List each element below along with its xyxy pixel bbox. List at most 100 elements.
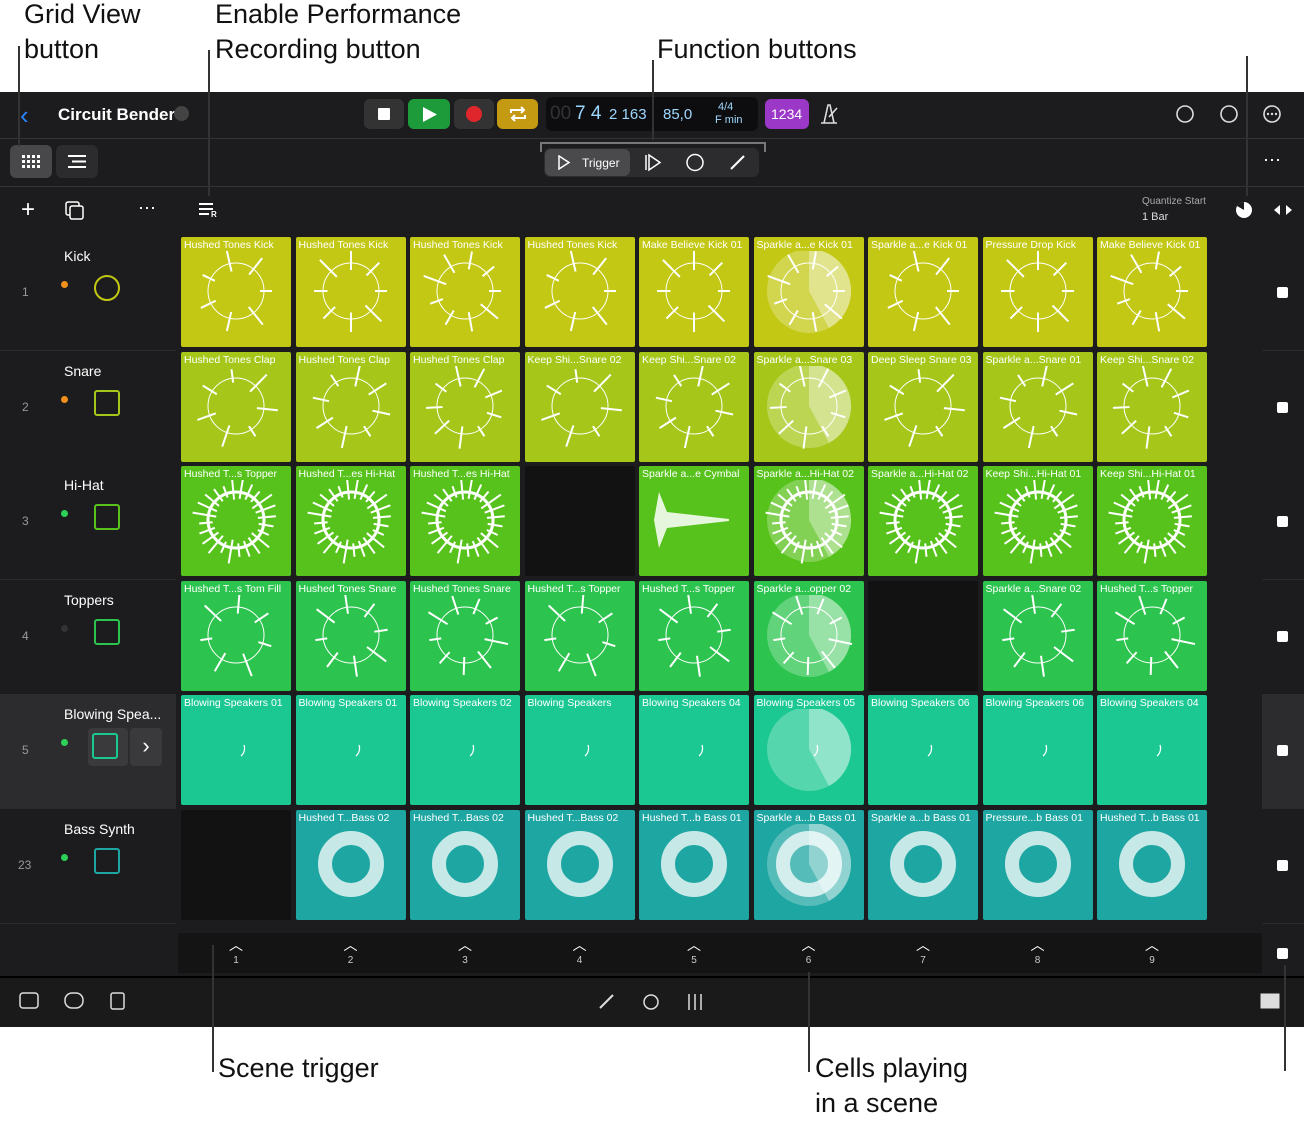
cell[interactable]: Hushed T...b Bass 01 [639, 809, 749, 920]
cell[interactable]: Sparkle a...e Cymbal [639, 466, 749, 576]
cell[interactable]: Blowing Speakers 04 [1097, 695, 1207, 805]
cell[interactable]: Hushed T...Bass 02 [410, 809, 520, 920]
help[interactable] [1220, 105, 1238, 123]
scene-trigger[interactable]: ︿ 7 [903, 935, 943, 971]
more[interactable] [1263, 105, 1281, 123]
instrument-icon[interactable] [90, 843, 124, 877]
cycle-button[interactable] [497, 99, 538, 129]
cell[interactable]: Sparkle a...opper 02 [753, 580, 864, 691]
cell[interactable]: Pressure Drop Kick [982, 237, 1093, 347]
cell[interactable]: Blowing Speakers 02 [410, 695, 520, 805]
cell[interactable]: Hushed Tones Clap [181, 351, 291, 462]
record-button[interactable] [454, 99, 494, 129]
cell[interactable]: Blowing Speakers 05 [753, 695, 864, 805]
cell[interactable]: Hushed Tones Kick [410, 237, 520, 347]
instrument-icon[interactable] [88, 728, 128, 766]
cell[interactable]: Keep Shi...Snare 02 [524, 351, 635, 462]
instrument-icon[interactable] [90, 499, 124, 533]
scene-trigger[interactable]: ︿ 4 [560, 935, 600, 971]
cell[interactable]: Sparkle a...e Kick 01 [753, 237, 864, 347]
mixer-button[interactable] [688, 994, 702, 1010]
cell[interactable]: Pressure...b Bass 01 [982, 809, 1093, 920]
project-menu[interactable] [174, 106, 189, 121]
track-stop-button[interactable] [1277, 516, 1288, 527]
empty-cell[interactable] [868, 580, 978, 691]
scene-trigger[interactable]: ︿ 1 [216, 935, 256, 971]
cell[interactable]: Keep Shi...Hi-Hat 01 [982, 466, 1093, 576]
track-stop-button[interactable] [1277, 287, 1288, 298]
cell[interactable]: Blowing Speakers [524, 695, 635, 805]
cell[interactable]: Hushed Tones Kick [295, 237, 406, 347]
cell[interactable]: Make Believe Kick 01 [639, 237, 749, 347]
cell[interactable]: Blowing Speakers 04 [639, 695, 749, 805]
cell[interactable]: Hushed T...Bass 02 [524, 809, 635, 920]
empty-cell[interactable] [524, 466, 635, 576]
cell[interactable]: Sparkle a...Snare 02 [982, 580, 1093, 691]
cell[interactable]: Sparkle a...Snare 01 [982, 351, 1093, 462]
cell[interactable]: Hushed T...b Bass 01 [1097, 809, 1207, 920]
cell[interactable]: Hushed T...s Topper [524, 580, 635, 691]
inspector-button[interactable] [110, 992, 125, 1010]
cell[interactable]: Blowing Speakers 06 [868, 695, 978, 805]
grid-stop-button[interactable] [1277, 948, 1288, 959]
track-header[interactable] [0, 579, 176, 695]
play-from-button[interactable] [645, 153, 662, 172]
cell[interactable]: Sparkle a...Hi-Hat 02 [753, 466, 864, 576]
cell[interactable]: Sparkle a...b Bass 01 [868, 809, 978, 920]
cell[interactable]: Blowing Speakers 06 [982, 695, 1093, 805]
empty-cell[interactable] [181, 809, 291, 920]
cell[interactable]: Keep Shi...Snare 02 [1097, 351, 1207, 462]
keyboard-button[interactable] [1260, 993, 1280, 1009]
record-function-button[interactable] [686, 153, 704, 172]
cell[interactable]: Hushed Tones Kick [524, 237, 635, 347]
instrument-icon[interactable] [90, 385, 124, 419]
track-header[interactable] [0, 465, 176, 580]
undo[interactable] [1176, 105, 1194, 123]
track-stop-button[interactable] [1277, 630, 1288, 642]
scene-trigger[interactable]: ︿ 2 [331, 935, 371, 971]
expand-button[interactable]: › [130, 728, 162, 766]
cell[interactable]: Sparkle a...Hi-Hat 02 [868, 466, 978, 576]
cell[interactable]: Hushed Tones Kick [181, 237, 291, 347]
scene-trigger[interactable]: ︿ 9 [1132, 935, 1172, 971]
scene-trigger[interactable]: ︿ 3 [445, 935, 485, 971]
cell[interactable]: Hushed T...s Topper [639, 580, 749, 691]
cell[interactable]: Hushed T...s Topper [1097, 580, 1207, 691]
play-button[interactable] [408, 99, 450, 129]
back-button[interactable]: ‹ [20, 100, 29, 130]
scene-trigger[interactable]: ︿ 5 [674, 935, 714, 971]
cell[interactable]: Hushed Tones Snare [295, 580, 406, 691]
cell[interactable]: Sparkle a...b Bass 01 [753, 809, 864, 920]
plugins-button[interactable] [643, 994, 659, 1010]
cell[interactable]: Keep Shi...Snare 02 [639, 351, 749, 462]
cell[interactable]: Deep Sleep Snare 03 [868, 351, 978, 462]
cell[interactable]: Hushed Tones Clap [410, 351, 520, 462]
browser-button[interactable] [19, 992, 39, 1009]
cell[interactable]: Hushed Tones Clap [295, 351, 406, 462]
duplicate-button[interactable] [65, 201, 85, 221]
cell[interactable]: Hushed T...es Hi-Hat [295, 466, 406, 576]
metronome-button[interactable] [818, 103, 840, 125]
cell[interactable]: Make Believe Kick 01 [1097, 237, 1207, 347]
track-header[interactable] [0, 808, 176, 924]
cell[interactable]: Sparkle a...e Kick 01 [868, 237, 978, 347]
track-stop-button[interactable] [1277, 859, 1288, 871]
project-title[interactable]: Circuit Bender [58, 105, 176, 124]
track-header[interactable] [0, 350, 176, 466]
count-in-button[interactable] [765, 99, 809, 129]
smart-controls-button[interactable] [64, 992, 84, 1009]
instrument-icon[interactable] [90, 270, 124, 304]
edit-button[interactable] [730, 155, 745, 170]
instrument-icon[interactable] [90, 614, 124, 648]
add-track-button[interactable]: + [21, 196, 36, 223]
collapse-button[interactable] [1272, 203, 1294, 217]
editor-button[interactable] [599, 994, 614, 1009]
more-button[interactable]: ⋯ [1263, 150, 1281, 170]
cell[interactable]: Hushed T...s Topper [181, 466, 291, 576]
cell[interactable]: Hushed T...es Hi-Hat [410, 466, 520, 576]
scene-trigger[interactable]: ︿ 6 [789, 935, 829, 971]
cell[interactable]: Blowing Speakers 01 [181, 695, 291, 805]
scene-trigger[interactable]: ︿ 8 [1018, 935, 1058, 971]
cell[interactable]: Hushed T...s Tom Fill [181, 580, 291, 691]
quantize-value[interactable]: 1 Bar [1142, 211, 1169, 223]
